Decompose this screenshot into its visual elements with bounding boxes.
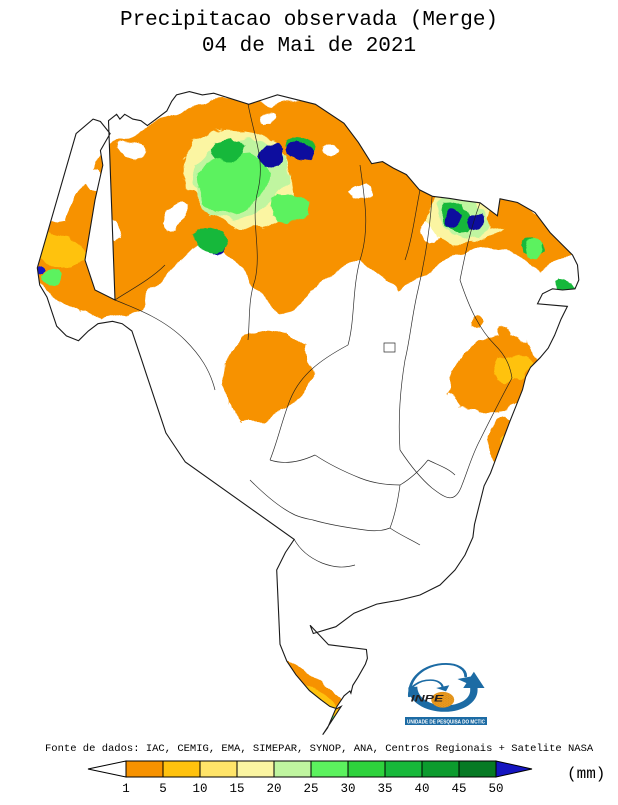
svg-text:50: 50 [488, 782, 503, 796]
svg-text:(mm): (mm) [567, 765, 605, 783]
svg-text:45: 45 [451, 782, 466, 796]
svg-text:10: 10 [192, 782, 207, 796]
svg-text:40: 40 [414, 782, 429, 796]
svg-text:5: 5 [159, 782, 167, 796]
svg-text:20: 20 [266, 782, 281, 796]
svg-text:30: 30 [340, 782, 355, 796]
svg-text:INPE: INPE [411, 693, 445, 704]
svg-text:Fonte de dados: IAC, CEMIG, EM: Fonte de dados: IAC, CEMIG, EMA, SIMEPAR… [45, 743, 594, 755]
svg-text:1: 1 [122, 782, 130, 796]
svg-text:35: 35 [377, 782, 392, 796]
svg-text:UNIDADE DE PESQUISA DO MCTIC: UNIDADE DE PESQUISA DO MCTIC [407, 720, 485, 726]
svg-text:15: 15 [229, 782, 244, 796]
svg-text:25: 25 [303, 782, 318, 796]
